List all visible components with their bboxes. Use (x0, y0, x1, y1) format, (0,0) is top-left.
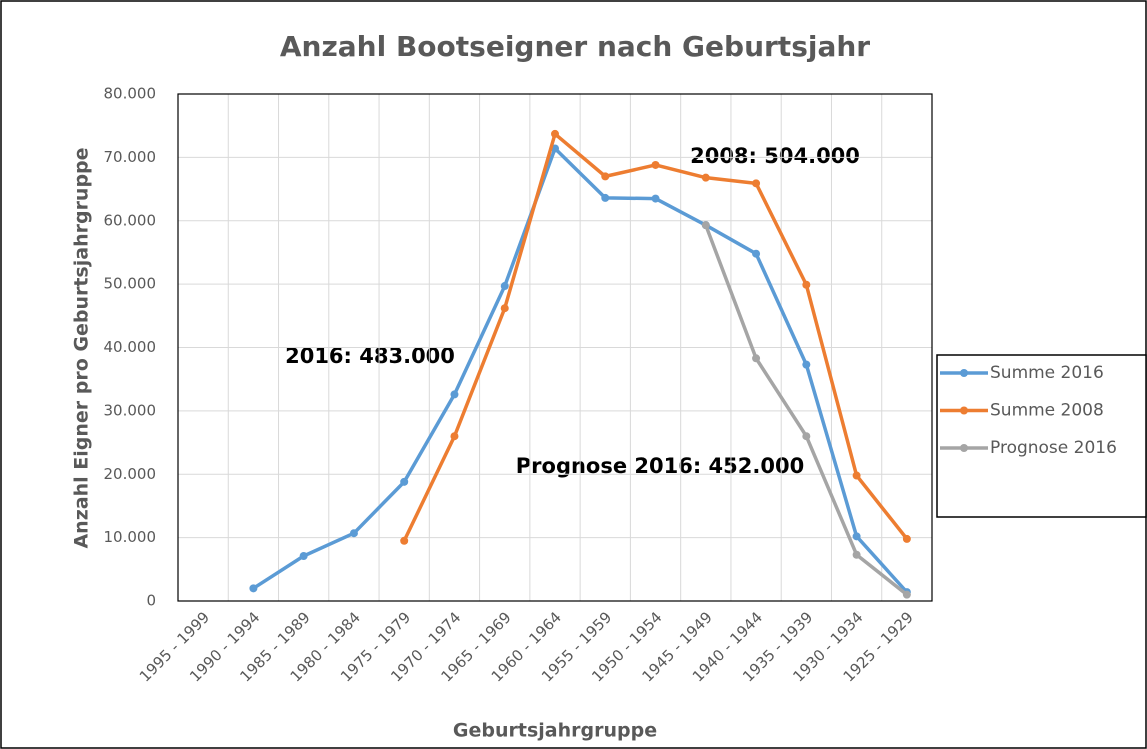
data-point (651, 194, 660, 203)
data-point (349, 529, 358, 538)
data-point (500, 304, 509, 313)
data-point (802, 280, 811, 289)
series-line (252, 146, 909, 594)
y-tick-label: 40.000 (104, 338, 157, 356)
annotation: 2008: 504.000 (690, 144, 860, 168)
data-point (852, 550, 861, 559)
data-point (450, 390, 459, 399)
data-point (299, 552, 308, 561)
legend-label: Prognose 2016 (990, 438, 1117, 458)
data-point (802, 432, 811, 441)
y-tick-label: 50.000 (104, 275, 157, 293)
data-point (400, 536, 409, 545)
legend-marker (960, 369, 968, 377)
legend-marker (960, 444, 968, 452)
data-point (249, 584, 258, 593)
data-point (500, 282, 509, 291)
data-point (752, 179, 761, 188)
data-point (902, 590, 911, 599)
legend-label: Summe 2016 (990, 363, 1104, 383)
data-point (651, 160, 660, 169)
data-point (752, 249, 761, 258)
y-tick-label: 70.000 (104, 148, 157, 166)
y-tick-label: 60.000 (104, 211, 157, 229)
x-axis-label: Geburtsjahrgruppe (453, 720, 657, 742)
y-tick-label: 0 (146, 592, 156, 610)
data-point (701, 221, 710, 230)
data-point (802, 360, 811, 369)
y-tick-label: 20.000 (104, 465, 157, 483)
legend-box (936, 354, 1147, 518)
y-tick-label: 80.000 (104, 85, 157, 103)
data-point (601, 193, 610, 202)
data-point (450, 432, 459, 441)
data-point (752, 354, 761, 363)
legend-label: Summe 2008 (990, 401, 1104, 421)
data-point (601, 172, 610, 181)
data-point (400, 477, 409, 486)
data-point (701, 173, 710, 182)
y-axis-label: Anzahl Eigner pro Geburtsjahrgruppe (71, 147, 93, 548)
chart-title: Anzahl Bootseigner nach Geburtsjahr (280, 30, 870, 63)
data-point (852, 532, 861, 541)
data-point (902, 534, 911, 543)
plot-frame (177, 93, 933, 602)
legend-marker (960, 406, 968, 415)
data-point (852, 471, 861, 480)
data-point (551, 129, 559, 138)
y-tick-label: 10.000 (104, 528, 157, 546)
y-tick-label: 30.000 (104, 401, 157, 419)
